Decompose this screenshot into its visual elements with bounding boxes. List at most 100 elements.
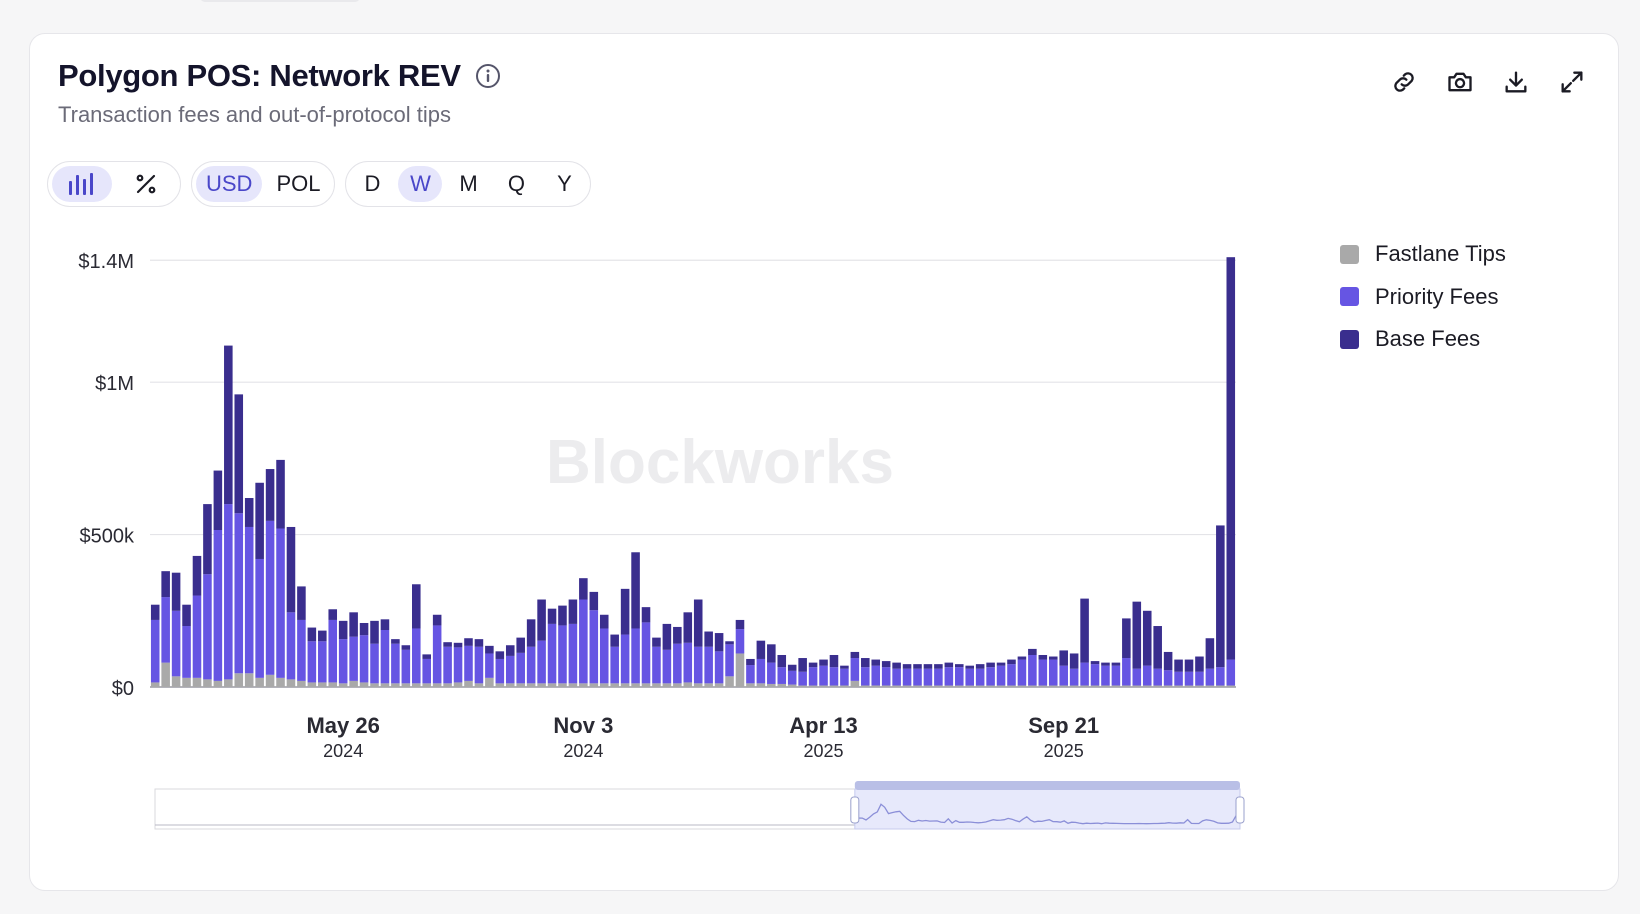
interval-w[interactable]: W xyxy=(398,166,443,202)
bar-segment-base[interactable] xyxy=(975,664,985,669)
bar-segment-fastlane[interactable] xyxy=(1226,685,1236,687)
bar-segment-base[interactable] xyxy=(986,662,995,668)
bar-segment-base[interactable] xyxy=(380,619,390,630)
bar-segment-priority[interactable] xyxy=(1069,668,1079,686)
bar-segment-base[interactable] xyxy=(1174,659,1183,672)
bar-segment-priority[interactable] xyxy=(892,668,901,686)
bar-segment-priority[interactable] xyxy=(579,599,588,684)
bar-segment-base[interactable] xyxy=(297,586,306,620)
bar-segment-base[interactable] xyxy=(767,644,776,663)
bar-segment-fastlane[interactable] xyxy=(307,682,317,687)
bar-segment-fastlane[interactable] xyxy=(662,683,672,687)
bar-segment-priority[interactable] xyxy=(850,658,860,681)
bar-segment-fastlane[interactable] xyxy=(641,683,651,687)
bar-segment-priority[interactable] xyxy=(276,528,285,678)
bar-segment-priority[interactable] xyxy=(1132,668,1142,686)
bar-segment-base[interactable] xyxy=(892,662,901,669)
bar-segment-fastlane[interactable] xyxy=(224,679,233,687)
bar-segment-fastlane[interactable] xyxy=(1080,685,1089,687)
bar-segment-priority[interactable] xyxy=(829,667,839,686)
bar-segment-priority[interactable] xyxy=(182,626,191,678)
bar-segment-base[interactable] xyxy=(391,639,400,644)
bar-segment-fastlane[interactable] xyxy=(526,683,536,687)
interval-m[interactable]: M xyxy=(459,171,478,196)
bar-segment-fastlane[interactable] xyxy=(652,683,661,687)
bar-segment-fastlane[interactable] xyxy=(568,683,578,687)
bar-segment-base[interactable] xyxy=(422,654,431,659)
bar-segment-priority[interactable] xyxy=(1017,659,1027,686)
bar-segment-priority[interactable] xyxy=(965,668,974,686)
bar-segment-base[interactable] xyxy=(464,638,473,646)
bar-segment-priority[interactable] xyxy=(338,639,348,684)
navigator-scrollbar[interactable] xyxy=(854,781,1240,790)
bar-segment-base[interactable] xyxy=(610,634,619,647)
bar-segment-base[interactable] xyxy=(485,645,494,654)
bar-segment-base[interactable] xyxy=(1226,257,1236,660)
bar-segment-priority[interactable] xyxy=(485,653,494,678)
bar-segment-base[interactable] xyxy=(432,614,442,626)
bar-segment-base[interactable] xyxy=(568,599,578,624)
bar-segment-priority[interactable] xyxy=(641,622,651,684)
bar-segment-priority[interactable] xyxy=(1028,654,1037,686)
bar-segment-base[interactable] xyxy=(516,637,525,653)
bar-segment-fastlane[interactable] xyxy=(683,682,693,687)
bar-segment-base[interactable] xyxy=(349,612,358,637)
bar-segment-fastlane[interactable] xyxy=(286,679,296,687)
bar-segment-fastlane[interactable] xyxy=(986,685,995,687)
bar-segment-base[interactable] xyxy=(328,609,338,620)
bar-segment-base[interactable] xyxy=(192,555,202,596)
bar-segment-priority[interactable] xyxy=(505,655,515,684)
bar-segment-fastlane[interactable] xyxy=(474,683,484,687)
bar-segment-base[interactable] xyxy=(923,664,933,669)
bar-segment-priority[interactable] xyxy=(547,623,557,684)
bar-segment-fastlane[interactable] xyxy=(1174,685,1183,687)
bar-segment-base[interactable] xyxy=(965,665,974,669)
bar-segment-base[interactable] xyxy=(495,651,505,659)
bar-segment-priority[interactable] xyxy=(213,530,223,681)
bar-segment-base[interactable] xyxy=(1017,656,1027,660)
bar-segment-base[interactable] xyxy=(861,658,870,668)
info-icon[interactable] xyxy=(475,63,501,89)
bar-segment-fastlane[interactable] xyxy=(881,685,891,687)
bar-segment-priority[interactable] xyxy=(318,641,327,683)
bar-segment-fastlane[interactable] xyxy=(1028,685,1037,687)
bar-segment-fastlane[interactable] xyxy=(1111,685,1121,687)
bar-segment-base[interactable] xyxy=(902,664,912,669)
bar-segment-priority[interactable] xyxy=(286,612,296,680)
bar-segment-priority[interactable] xyxy=(1205,668,1215,686)
bar-segment-fastlane[interactable] xyxy=(850,680,860,687)
bar-segment-priority[interactable] xyxy=(1007,664,1016,686)
bar-segment-priority[interactable] xyxy=(443,646,452,684)
bar-segment-base[interactable] xyxy=(673,626,682,644)
bar-segment-base[interactable] xyxy=(955,664,964,668)
bar-segment-fastlane[interactable] xyxy=(234,673,244,687)
bar-segment-priority[interactable] xyxy=(526,646,536,684)
bar-segment-priority[interactable] xyxy=(558,625,567,684)
bar-segment-fastlane[interactable] xyxy=(182,677,191,687)
bar-segment-priority[interactable] xyxy=(412,628,421,684)
bar-segment-fastlane[interactable] xyxy=(495,683,505,687)
bar-segment-priority[interactable] xyxy=(840,668,849,686)
bar-segment-priority[interactable] xyxy=(359,635,369,683)
bar-segment-base[interactable] xyxy=(1038,654,1048,660)
bar-segment-fastlane[interactable] xyxy=(996,685,1006,687)
bar-segment-base[interactable] xyxy=(662,623,672,650)
bar-segment-fastlane[interactable] xyxy=(1153,685,1162,687)
bar-segment-priority[interactable] xyxy=(777,667,787,684)
bar-segment-fastlane[interactable] xyxy=(704,683,713,687)
bar-segment-fastlane[interactable] xyxy=(798,685,807,687)
bar-segment-fastlane[interactable] xyxy=(673,683,682,687)
bar-segment-base[interactable] xyxy=(934,664,943,669)
bar-segment-fastlane[interactable] xyxy=(902,685,912,687)
bar-segment-fastlane[interactable] xyxy=(338,683,348,687)
bar-segment-base[interactable] xyxy=(505,645,515,656)
bar-segment-priority[interactable] xyxy=(453,647,463,683)
bar-segment-base[interactable] xyxy=(359,622,369,636)
bar-segment-fastlane[interactable] xyxy=(1216,685,1225,687)
bar-segment-fastlane[interactable] xyxy=(401,683,411,687)
bar-segment-fastlane[interactable] xyxy=(453,682,463,687)
bar-segment-fastlane[interactable] xyxy=(861,685,870,687)
bar-segment-fastlane[interactable] xyxy=(359,682,369,687)
bar-segment-fastlane[interactable] xyxy=(192,677,202,687)
bar-segment-fastlane[interactable] xyxy=(349,680,358,687)
